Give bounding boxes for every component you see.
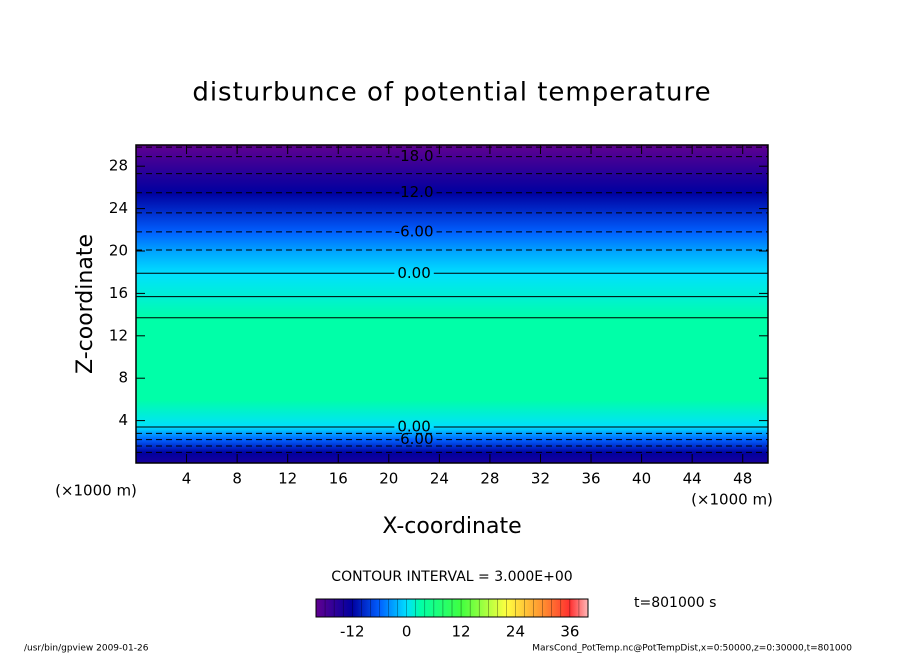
contour-label: -18.0 xyxy=(395,147,434,165)
fill-layer xyxy=(136,145,768,464)
x-tick-label: 16 xyxy=(329,470,348,488)
x-tick-label: 44 xyxy=(683,470,702,488)
x-tick-label: 20 xyxy=(379,470,398,488)
contour-label: 0.00 xyxy=(397,264,430,282)
y-tick-label: 28 xyxy=(109,157,128,175)
x-axis-label: X-coordinate xyxy=(382,514,521,539)
fill-band xyxy=(136,156,768,175)
y-unit: (×1000 m) xyxy=(55,482,137,500)
x-tick-label: 28 xyxy=(480,470,499,488)
y-tick-label: 16 xyxy=(109,284,128,302)
y-tick-label: 20 xyxy=(109,242,128,260)
fill-band xyxy=(136,399,768,428)
colorbar-tick-label: 36 xyxy=(560,623,579,641)
colorbar-tick-label: -12 xyxy=(340,623,365,641)
plot-frame xyxy=(135,144,769,464)
x-unit: (×1000 m) xyxy=(691,491,773,509)
y-tick-label: 12 xyxy=(109,326,128,344)
fill-band xyxy=(136,273,768,298)
time-label: t=801000 s xyxy=(634,595,716,611)
fill-band xyxy=(136,173,768,194)
colorbar-tick-label: 24 xyxy=(506,623,525,641)
fill-band xyxy=(136,145,768,158)
y-tick-label: 8 xyxy=(118,369,128,387)
y-tick-label: 24 xyxy=(109,199,128,217)
fill-band xyxy=(136,296,768,319)
fill-band xyxy=(136,212,768,233)
footer-left: /usr/bin/gpview 2009-01-26 xyxy=(24,644,149,654)
x-tick-label: 24 xyxy=(430,470,449,488)
contour-interval: CONTOUR INTERVAL = 3.000E+00 xyxy=(331,569,572,585)
x-tick-label: 40 xyxy=(632,470,651,488)
contour-label: -6.00 xyxy=(395,222,434,240)
footer-right: MarsCond_PotTemp.nc@PotTempDist,x=0:5000… xyxy=(532,644,852,654)
x-tick-label: 36 xyxy=(581,470,600,488)
x-tick-label: 8 xyxy=(232,470,242,488)
x-tick-label: 12 xyxy=(278,470,297,488)
contour-label: 0.00 xyxy=(397,417,430,435)
colorbar-tick-label: 12 xyxy=(452,623,471,641)
x-tick-label: 4 xyxy=(182,470,192,488)
fill-band xyxy=(136,452,768,464)
colorbar-tick-label: 0 xyxy=(402,623,412,641)
y-tick-label: 4 xyxy=(118,411,128,429)
contour-label: -6.00 xyxy=(395,430,434,448)
fill-band xyxy=(136,231,768,251)
chart-title: disturbunce of potential temperature xyxy=(192,78,711,108)
x-tick-label: 32 xyxy=(531,470,550,488)
y-axis-label: Z-coordinate xyxy=(73,234,98,374)
contour-layer: -18.0-12.0-6.000.000.00-6.00 xyxy=(136,146,768,453)
fill-band xyxy=(136,249,768,274)
contour-label: -12.0 xyxy=(395,183,434,201)
x-tick-label: 48 xyxy=(733,470,752,488)
fill-band xyxy=(136,192,768,214)
fill-band xyxy=(136,317,768,400)
